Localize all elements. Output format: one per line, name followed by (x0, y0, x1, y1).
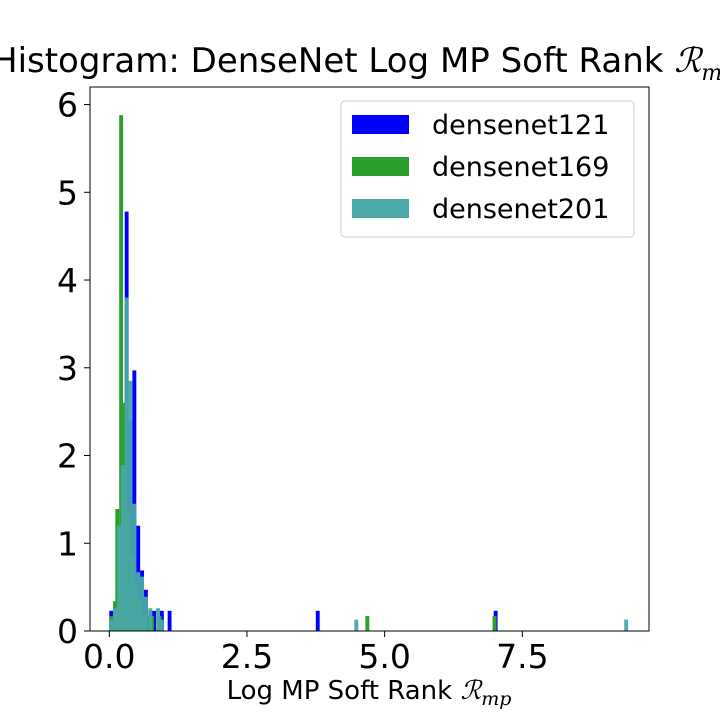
histogram-bar (365, 616, 370, 631)
histogram-bar (113, 608, 118, 631)
histogram-bar (132, 503, 137, 631)
histogram-bar (116, 525, 121, 631)
histogram-bar (120, 465, 125, 631)
x-axis: 0.0 2.5 5.0 7.5 (83, 631, 549, 676)
histogram-bar (128, 380, 133, 631)
histogram-bar (492, 616, 497, 631)
histogram-bar (119, 115, 124, 631)
histogram-bar (315, 610, 320, 631)
y-tick-label: 1 (57, 524, 78, 563)
legend-box (340, 100, 635, 238)
histogram-bar (136, 572, 141, 631)
y-tick-label: 4 (57, 261, 78, 300)
histogram-bar (156, 608, 160, 631)
histogram-bar (143, 596, 148, 631)
histogram-bar (140, 576, 145, 631)
histogram-bar (624, 619, 629, 631)
legend-label: densenet169 (432, 152, 609, 183)
legend: densenet121 densenet169 densenet201 (340, 100, 635, 238)
y-tick-label: 0 (57, 612, 78, 651)
y-tick-label: 6 (57, 86, 78, 125)
histogram-bar (109, 619, 114, 631)
histogram-bar (152, 610, 157, 631)
series-densenet201 (109, 297, 629, 631)
x-tick-label: 2.5 (221, 637, 273, 676)
legend-swatch (352, 199, 409, 218)
legend-label: densenet121 (432, 110, 609, 141)
histogram-bar (354, 619, 359, 631)
legend-entry-densenet121: densenet121 (352, 110, 609, 141)
y-tick-label: 2 (57, 437, 78, 476)
histogram-bars (109, 115, 629, 631)
y-tick-label: 3 (57, 349, 78, 388)
histogram-bar (132, 370, 137, 631)
x-tick-label: 7.5 (496, 637, 548, 676)
histogram-bar (167, 610, 172, 631)
legend-label: densenet201 (432, 194, 609, 225)
x-tick-label: 0.0 (83, 637, 135, 676)
legend-swatch (352, 115, 409, 134)
histogram-bar (124, 297, 129, 631)
histogram-bar (148, 608, 153, 631)
legend-entry-densenet169: densenet169 (352, 152, 609, 183)
y-tick-label: 5 (57, 173, 78, 212)
x-axis-label: Log MP Soft Rank ℛmp (227, 676, 512, 710)
chart-title: Histogram: DenseNet Log MP Soft Rank ℛmp (0, 41, 720, 86)
histogram-bar (146, 616, 151, 631)
histogram-bar (159, 619, 164, 631)
x-tick-label: 5.0 (358, 637, 410, 676)
y-axis: 0 1 2 3 4 5 6 (57, 86, 90, 651)
legend-swatch (352, 157, 409, 176)
plot-area-frame (89, 86, 650, 632)
legend-entry-densenet201: densenet201 (352, 194, 609, 225)
